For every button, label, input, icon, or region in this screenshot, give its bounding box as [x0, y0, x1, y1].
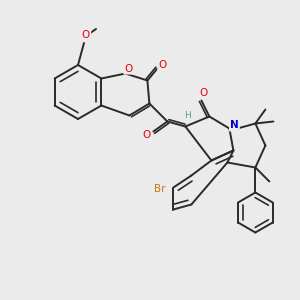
- Text: N: N: [230, 121, 239, 130]
- Text: H: H: [184, 111, 191, 120]
- Text: O: O: [199, 88, 208, 98]
- Text: O: O: [124, 64, 133, 74]
- Text: O: O: [82, 30, 90, 40]
- Text: O: O: [158, 61, 166, 70]
- Text: O: O: [142, 130, 151, 140]
- Text: Br: Br: [154, 184, 165, 194]
